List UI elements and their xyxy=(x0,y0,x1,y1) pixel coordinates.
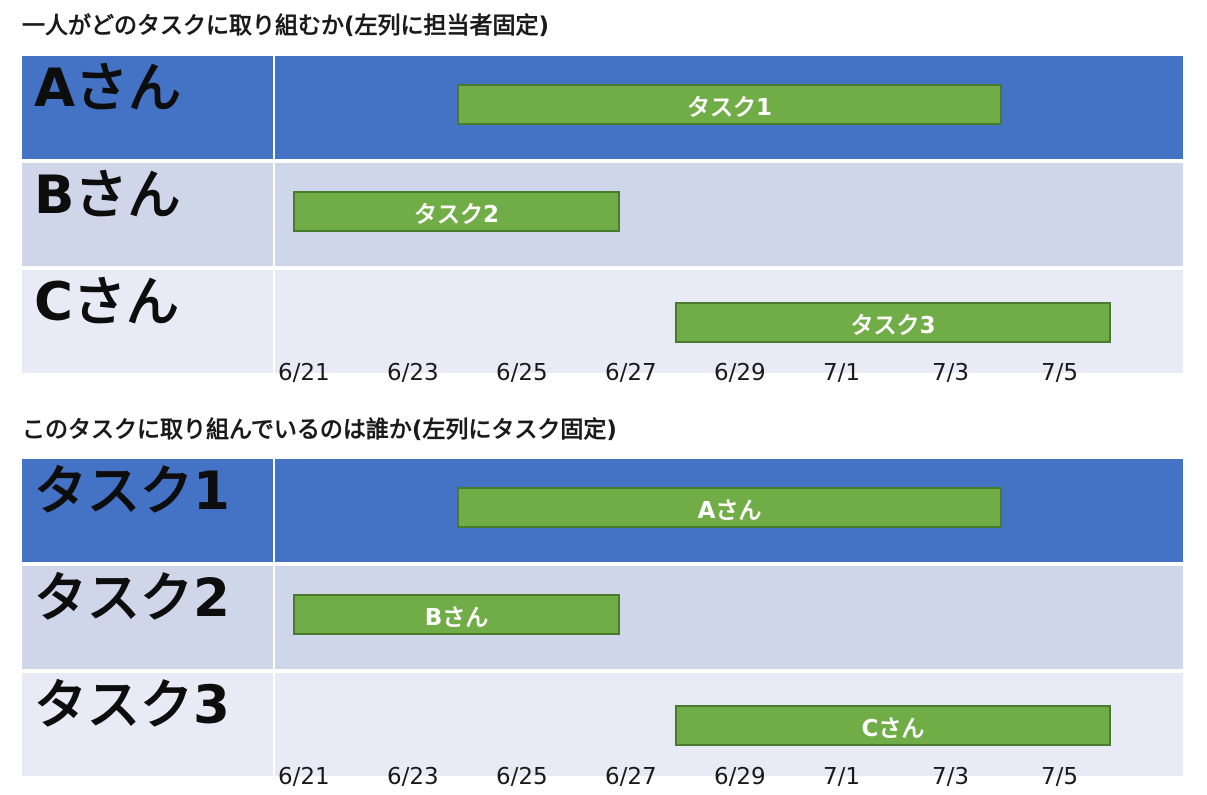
row-label: Bさん xyxy=(34,165,181,226)
row-label: Cさん xyxy=(34,272,179,333)
date-tick: 6/23 xyxy=(387,360,439,386)
date-tick: 7/3 xyxy=(932,360,970,386)
task-bar: タスク2 xyxy=(293,191,620,232)
chart-title-task-fixed: このタスクに取り組んでいるのは誰か(左列にタスク固定) xyxy=(22,417,617,443)
task-bar: タスク3 xyxy=(675,302,1111,343)
date-tick: 6/27 xyxy=(605,360,657,386)
date-tick: 6/25 xyxy=(496,360,548,386)
gantt-row-task1: タスク1 Aさん xyxy=(22,459,1183,562)
gantt-row-b: Bさん タスク2 xyxy=(22,163,1183,266)
row-label: タスク3 xyxy=(34,675,230,736)
task-bar: タスク1 xyxy=(457,84,1002,125)
date-tick: 6/27 xyxy=(605,764,657,790)
date-tick: 6/21 xyxy=(278,764,330,790)
assignee-bar: Aさん xyxy=(457,487,1002,528)
date-tick: 7/5 xyxy=(1041,360,1079,386)
date-tick: 6/25 xyxy=(496,764,548,790)
gantt-row-c: Cさん タスク3 xyxy=(22,270,1183,373)
date-tick: 7/5 xyxy=(1041,764,1079,790)
date-tick: 6/29 xyxy=(714,764,766,790)
row-label: タスク2 xyxy=(34,568,230,629)
column-divider xyxy=(273,56,275,374)
date-axis: 6/21 6/23 6/25 6/27 6/29 7/1 7/3 7/5 xyxy=(22,764,1183,794)
date-axis: 6/21 6/23 6/25 6/27 6/29 7/1 7/3 7/5 xyxy=(22,360,1183,390)
date-tick: 7/1 xyxy=(823,764,861,790)
gantt-row-a: Aさん タスク1 xyxy=(22,56,1183,159)
column-divider xyxy=(273,459,275,777)
assignee-bar: Cさん xyxy=(675,705,1111,746)
assignee-bar: Bさん xyxy=(293,594,620,635)
chart-title-assignee-fixed: 一人がどのタスクに取り組むか(左列に担当者固定) xyxy=(22,13,550,39)
row-label: Aさん xyxy=(34,58,182,119)
gantt-row-task2: タスク2 Bさん xyxy=(22,566,1183,669)
date-tick: 7/1 xyxy=(823,360,861,386)
gantt-row-task3: タスク3 Cさん xyxy=(22,673,1183,776)
date-tick: 6/23 xyxy=(387,764,439,790)
date-tick: 7/3 xyxy=(932,764,970,790)
date-tick: 6/21 xyxy=(278,360,330,386)
date-tick: 6/29 xyxy=(714,360,766,386)
row-label: タスク1 xyxy=(34,461,230,522)
